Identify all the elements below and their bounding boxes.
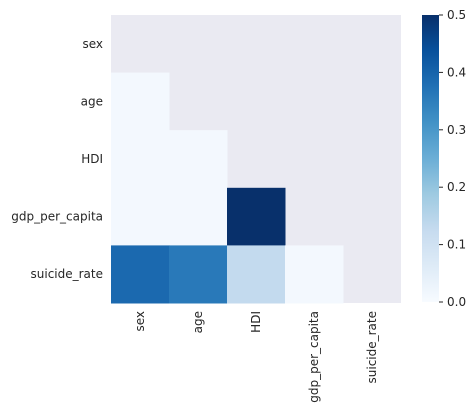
x-tick-labels: sex age HDI gdp_per_capita suicide_rate	[133, 311, 379, 403]
colorbar-tick-label: 0.5	[447, 8, 466, 22]
colorbar-tick-label: 0.4	[447, 65, 466, 79]
colorbar-tick-label: 0.0	[447, 295, 466, 309]
heatmap-cell-suicide_rate-age	[169, 245, 228, 304]
colorbar	[422, 15, 439, 302]
y-tick-label: age	[81, 94, 103, 108]
heatmap-cell-HDI-age	[169, 130, 228, 189]
colorbar-tick-label: 0.1	[447, 238, 466, 252]
heatmap-cell-gdp_per_capita-sex	[111, 187, 170, 246]
heatmap-cell-suicide_rate-sex	[111, 245, 170, 304]
x-tick-label: sex	[133, 311, 147, 332]
y-tick-labels: sex age HDI gdp_per_capita suicide_rate	[11, 37, 103, 281]
heatmap-cell-suicide_rate-HDI	[227, 245, 286, 304]
heatmap-cell-age-sex	[111, 72, 170, 131]
x-tick-label: suicide_rate	[365, 311, 379, 384]
heatmap-cell-gdp_per_capita-age	[169, 187, 228, 246]
plot-area	[111, 15, 401, 304]
x-tick-label: gdp_per_capita	[307, 311, 321, 403]
x-tick-label: age	[191, 311, 205, 333]
colorbar-ticks: 0.0 0.1 0.2 0.3 0.4 0.5	[439, 8, 466, 309]
y-tick-label: HDI	[81, 152, 103, 166]
y-tick-label: sex	[82, 37, 103, 51]
heatmap-cell-gdp_per_capita-HDI	[227, 187, 286, 246]
x-tick-label: HDI	[249, 311, 263, 333]
colorbar-tick-label: 0.2	[447, 180, 466, 194]
y-tick-label: gdp_per_capita	[11, 210, 103, 224]
y-tick-label: suicide_rate	[31, 267, 104, 281]
heatmap-cell-HDI-sex	[111, 130, 170, 189]
heatmap-cell-suicide_rate-gdp_per_capita	[285, 245, 344, 304]
colorbar-tick-label: 0.3	[447, 123, 466, 137]
